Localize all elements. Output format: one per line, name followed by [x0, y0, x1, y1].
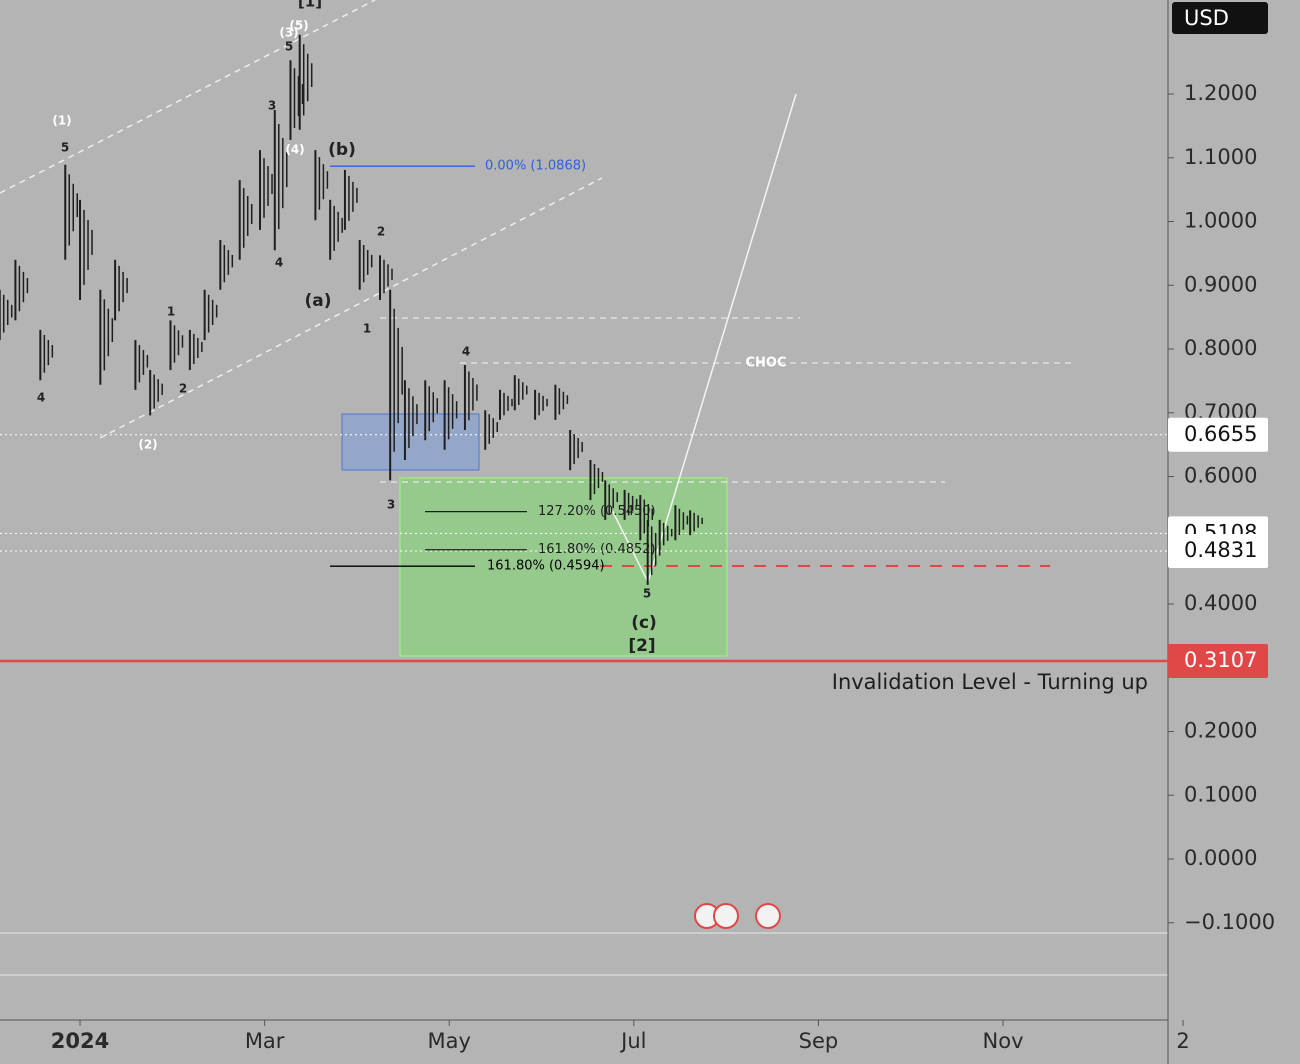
x-tick-label: 2024 [51, 1029, 109, 1053]
y-tick-label: 0.2000 [1184, 719, 1257, 743]
wave-label: (1) [52, 114, 71, 128]
wave-label: 5 [643, 587, 651, 601]
fib-label: 0.00% (1.0868) [485, 159, 586, 174]
channel-line [99, 177, 603, 439]
drawings [0, 0, 1168, 976]
y-tick-label: 1.2000 [1184, 81, 1257, 105]
currency-box [1172, 2, 1268, 34]
x-tick-label: Sep [799, 1029, 839, 1053]
wave-label: [2] [628, 636, 655, 656]
y-tick-label: 0.6000 [1184, 464, 1257, 488]
annotation: Invalidation Level - Turning up [832, 670, 1148, 694]
wave-label: 4 [37, 391, 45, 405]
currency: USD [1184, 6, 1229, 30]
x-tick-label: 2 [1176, 1029, 1189, 1053]
price-tag [1168, 417, 1268, 452]
y-tick-label: 0.8000 [1184, 336, 1257, 360]
wave-label: (4) [285, 143, 304, 157]
wave-label: (5) [289, 19, 308, 33]
wave-label: 4 [275, 256, 283, 270]
annotation: CHOC [745, 356, 786, 371]
price-tag-label: 0.3107 [1184, 648, 1257, 672]
price-tag-label: 0.6655 [1184, 422, 1257, 446]
x-tick-label: Mar [245, 1029, 285, 1053]
channel-line [0, 0, 376, 194]
wave-label: 2 [377, 225, 385, 239]
x-tick-label: Jul [619, 1029, 646, 1053]
wave-label: 3 [387, 498, 395, 512]
x-tick-label: May [428, 1029, 471, 1053]
fib-label: 161.80% (0.4852) [538, 542, 656, 557]
wave-label: (a) [304, 291, 331, 311]
y-tick-label: 1.0000 [1184, 209, 1257, 233]
y-tick-label: 0.9000 [1184, 272, 1257, 296]
y-tick-label: 0.1000 [1184, 782, 1257, 806]
wave-label: [1] [298, 0, 322, 11]
wave-label: (b) [328, 140, 356, 160]
price-tag [1168, 534, 1268, 569]
wave-label: 5 [285, 40, 293, 54]
wave-label: 5 [61, 141, 69, 155]
wave-label: 1 [167, 305, 175, 319]
price-tag [1168, 643, 1268, 678]
wave-label: 2 [179, 382, 187, 396]
x-tick-label: Nov [983, 1029, 1024, 1053]
zone-box [341, 413, 480, 471]
price-tag-label: 0.4831 [1184, 538, 1257, 562]
wave-label: 4 [462, 345, 470, 359]
wave-label: (c) [631, 613, 657, 633]
fib-label: 161.80% (0.4594) [487, 559, 605, 574]
fib-label: 127.20% (0.5450) [538, 504, 656, 519]
wave-label: (3) [279, 26, 298, 40]
wave-label: (2) [138, 438, 157, 452]
event-icons [694, 903, 781, 929]
wave-label: 1 [363, 322, 371, 336]
y-tick-label: 0.0000 [1184, 846, 1257, 870]
y-tick-label: 0.4000 [1184, 591, 1257, 615]
plot: 0.00% (1.0868) 127.20% (0.5450) 161.80% (0… [0, 0, 1168, 663]
y-tick-label: 1.1000 [1184, 145, 1257, 169]
y-tick-label: −0.1000 [1184, 910, 1275, 934]
wave-label: 3 [268, 99, 276, 113]
